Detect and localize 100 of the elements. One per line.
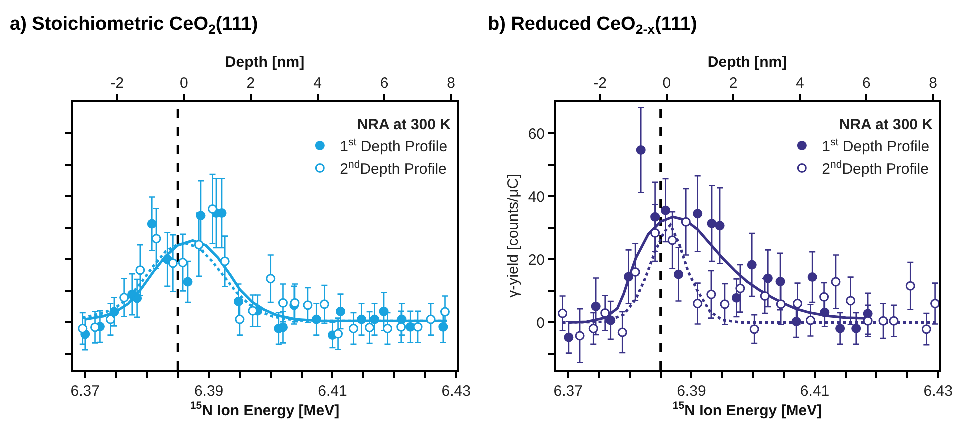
point <box>558 308 568 318</box>
point <box>426 314 436 324</box>
x2-tick-label: 4 <box>314 75 322 92</box>
point <box>382 324 392 334</box>
point <box>564 332 574 342</box>
chart-title: b) Reduced CeO$_{2-x}$(111) <box>488 14 698 38</box>
point <box>736 284 746 294</box>
x2-tick-label: 2 <box>246 75 256 92</box>
point <box>147 219 157 229</box>
point <box>674 270 684 280</box>
point <box>846 296 856 306</box>
point <box>334 329 344 339</box>
point <box>370 314 380 324</box>
point <box>194 240 204 250</box>
legend-label: 2$^{nd}$Depth Profile <box>340 158 447 178</box>
x2-tick-label: 8 <box>447 75 456 92</box>
point <box>413 322 423 332</box>
point <box>715 221 725 231</box>
x2-axis-title: Depth [nm] <box>708 54 788 71</box>
point <box>365 323 375 332</box>
point <box>600 308 610 318</box>
point <box>278 298 288 308</box>
y-axis-title: γ-yield [counts/μC] <box>505 174 522 298</box>
y-tick-label: 20 <box>528 252 545 269</box>
point <box>747 260 757 270</box>
point <box>878 316 888 326</box>
point <box>220 256 230 266</box>
y-tick-label: 0 <box>536 314 545 332</box>
point <box>863 316 873 326</box>
point <box>266 274 276 284</box>
point <box>624 272 634 282</box>
x2-tick-label: 0 <box>662 75 672 92</box>
point <box>806 316 816 326</box>
x-tick-label: 6.39 <box>677 383 706 400</box>
point <box>618 328 628 338</box>
point <box>591 302 601 312</box>
chart-title: a) Stoichiometric CeO$_{2}$(111) <box>10 14 258 38</box>
point <box>357 314 367 324</box>
point <box>78 324 88 334</box>
x2-tick-label: -2 <box>110 75 124 92</box>
point <box>106 314 116 324</box>
point <box>831 277 841 287</box>
legend-title: NRA at 300 K <box>839 116 934 134</box>
point <box>208 204 218 214</box>
point <box>290 298 300 308</box>
point <box>720 300 730 310</box>
x2-tick-label: 6 <box>862 75 871 92</box>
point <box>820 292 830 302</box>
y-tick-label: 40 <box>528 188 545 206</box>
point <box>776 300 786 310</box>
point <box>750 324 760 334</box>
point <box>661 206 671 216</box>
x2-tick-label: -2 <box>594 75 607 92</box>
point <box>906 281 916 291</box>
point <box>693 299 703 309</box>
x2-tick-label: 0 <box>180 75 188 92</box>
x-tick-label: 6.39 <box>194 383 224 400</box>
point <box>808 272 818 282</box>
point <box>168 258 178 268</box>
point <box>668 236 678 246</box>
x2-axis-title: Depth [nm] <box>225 54 305 71</box>
point <box>440 307 450 317</box>
point <box>732 293 742 303</box>
point <box>760 291 770 301</box>
x2-tick-label: 8 <box>929 75 938 92</box>
point <box>178 258 188 268</box>
x-axis-title: $^{15}$N Ion Energy [MeV] <box>190 400 340 420</box>
point <box>588 324 598 334</box>
legend-title: NRA at 300 K <box>357 116 452 134</box>
x-tick-label: 6.37 <box>70 383 100 400</box>
y-tick-label: 60 <box>528 126 545 143</box>
x2-tick-label: 4 <box>796 75 804 92</box>
point <box>348 324 358 334</box>
x-axis-title: $^{15}$N Ion Energy [MeV] <box>672 400 822 420</box>
point <box>235 314 245 324</box>
point <box>922 324 932 334</box>
point <box>793 299 803 309</box>
x2-tick-label: 6 <box>380 75 389 92</box>
point <box>707 218 717 228</box>
point <box>312 314 322 324</box>
point <box>630 268 640 278</box>
point <box>930 299 940 309</box>
point <box>248 306 258 316</box>
point <box>575 331 585 341</box>
point <box>836 324 846 334</box>
point <box>852 324 862 334</box>
legend-label: 1$^{st}$ Depth Profile <box>822 136 930 156</box>
point <box>278 322 288 332</box>
point <box>636 145 646 155</box>
point <box>136 266 146 276</box>
x-tick-label: 6.37 <box>554 383 583 400</box>
point <box>706 290 716 300</box>
point <box>889 316 899 326</box>
x-tick-label: 6.41 <box>800 383 830 400</box>
x-tick-label: 6.41 <box>318 383 348 400</box>
point <box>303 300 313 310</box>
point <box>132 294 142 304</box>
point <box>320 300 330 310</box>
x-tick-label: 6.43 <box>442 383 471 400</box>
point <box>650 228 660 238</box>
